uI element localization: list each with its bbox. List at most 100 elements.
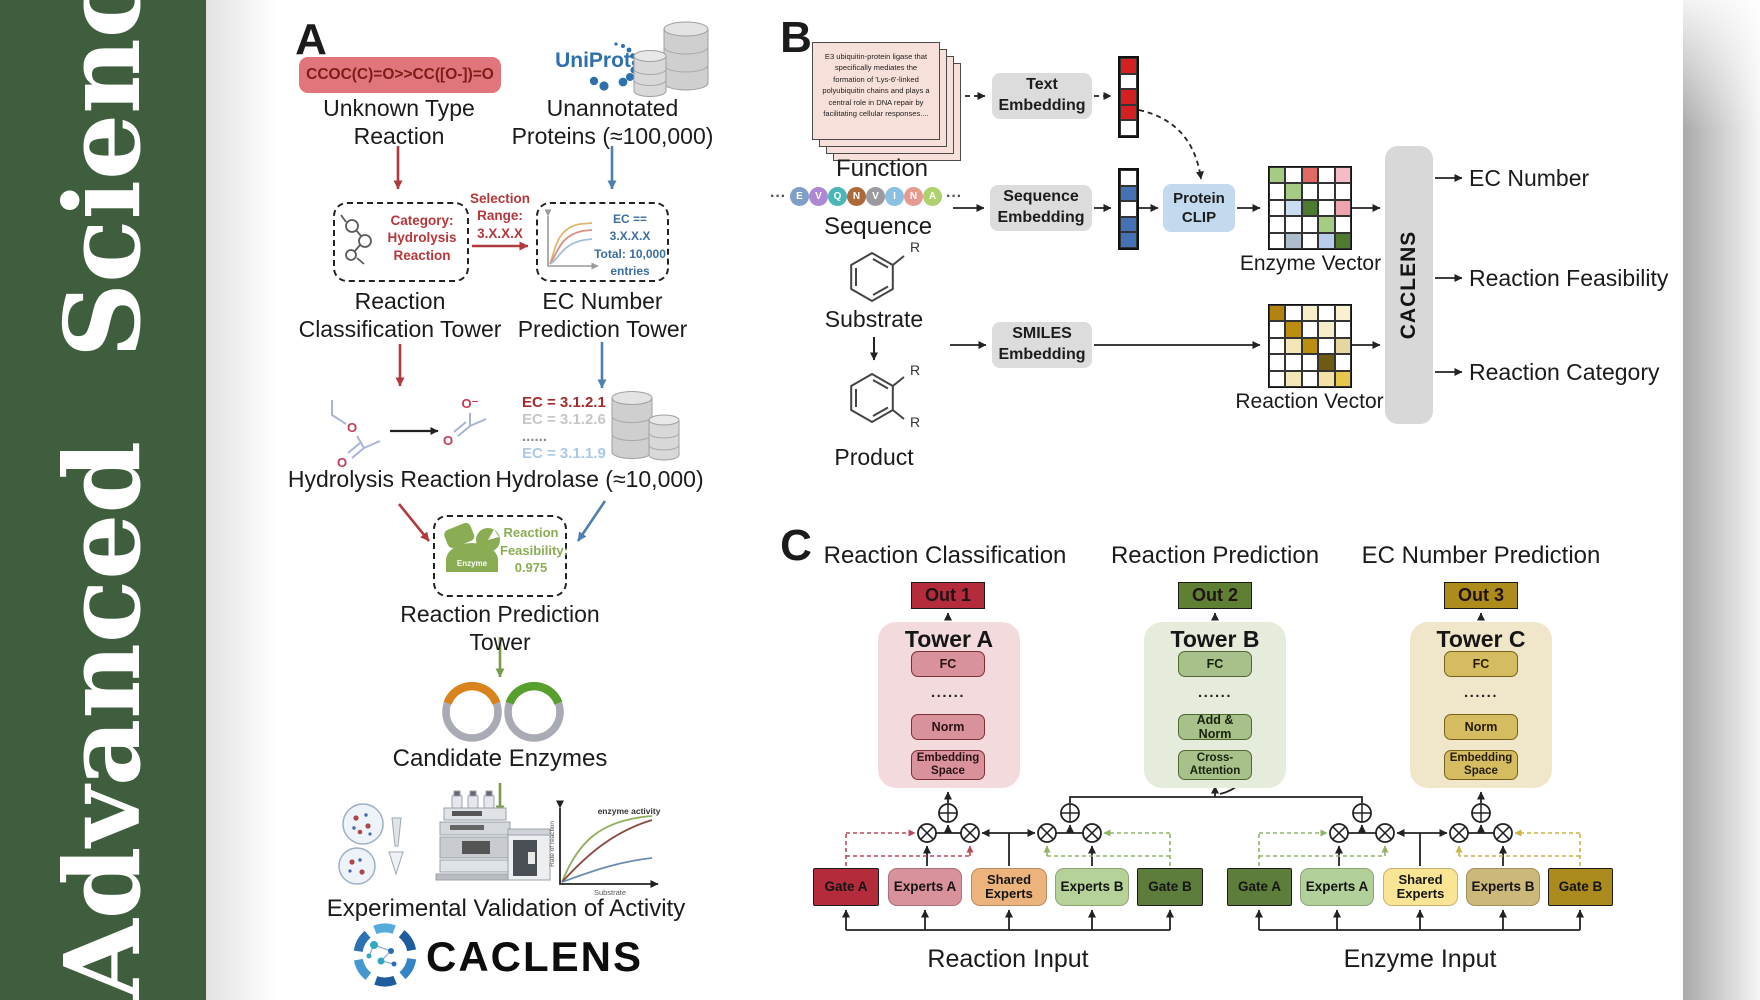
protein-clip-box: Protein CLIP — [1163, 184, 1235, 232]
label-line: 3.X.X.X — [477, 225, 523, 241]
label-line: Unannotated — [546, 95, 679, 121]
matrix-cell — [1301, 167, 1319, 184]
page-left-shadow — [206, 0, 276, 1000]
matrix-cell — [1318, 321, 1335, 338]
reaction-vector-label: Reaction Vector — [1235, 390, 1384, 413]
ec-list-item: ...... — [522, 428, 548, 445]
sequence-residue: A — [922, 187, 942, 206]
label-line: 0.975 — [514, 560, 548, 576]
label-line: Feasibility: — [500, 542, 568, 558]
matrix-cell — [1285, 232, 1302, 249]
reaction-vector-matrix — [1268, 304, 1352, 388]
mini-curve-chart — [544, 209, 599, 270]
ellipsis: ··· — [945, 187, 962, 205]
tower-a-norm: Norm — [911, 714, 985, 740]
matrix-cell — [1120, 201, 1137, 217]
matrix-cell — [1301, 354, 1319, 371]
matrix-cell — [1318, 199, 1335, 217]
caclens-logo-text: CACLENS — [426, 933, 644, 980]
matrix-cell — [1301, 183, 1319, 200]
output-reaction-feasibility: Reaction Feasibility — [1469, 265, 1669, 291]
sequence-residue: V — [808, 187, 828, 206]
smiles-text: CCOC(C)=O>>CC([O-])=O — [306, 66, 494, 83]
sequence-residue: Q — [827, 187, 847, 206]
matrix-cell — [1334, 216, 1351, 233]
label-line: Reaction — [503, 525, 559, 540]
matrix-cell — [1269, 167, 1286, 184]
activity-graph — [556, 800, 659, 888]
smiles-embedding-box: SMILES Embedding — [992, 322, 1092, 368]
ec-list-item: EC = 3.1.1.9 — [522, 445, 606, 462]
matrix-cell — [1334, 199, 1351, 217]
matrix-cell — [1285, 354, 1302, 371]
matrix-cell — [1269, 216, 1286, 233]
unannotated-proteins-label: Unannotated Proteins (≈100,000) — [500, 95, 725, 150]
matrix-cell — [1318, 305, 1335, 322]
reaction-experts-b: Experts B — [1055, 868, 1129, 906]
journal-banner: Advanced Science — [0, 0, 206, 1000]
matrix-cell — [1318, 370, 1335, 387]
reaction-gate-b: Gate B — [1137, 868, 1203, 906]
matrix-cell — [1301, 216, 1319, 233]
enzyme-icon — [444, 522, 500, 572]
ec-list-item: EC = 3.1.2.6 — [522, 411, 606, 428]
ec-number-list: EC = 3.1.2.1 EC = 3.1.2.6...... EC = 3.1.1… — [522, 394, 606, 462]
label-line: Classification Tower — [298, 315, 502, 342]
uniprot-logo-text: UniProt — [555, 49, 631, 72]
ec-prediction-box — [536, 202, 669, 282]
matrix-cell — [1318, 216, 1335, 233]
page-right-shadow — [1683, 0, 1760, 1000]
tower-a-title: Tower A — [904, 626, 994, 652]
matrix-cell — [1269, 354, 1286, 371]
matrix-cell — [1120, 120, 1137, 136]
label-line: Embedding — [998, 346, 1086, 363]
reaction-classification-box — [333, 202, 469, 282]
label-line: Category: — [390, 213, 454, 228]
label-line: Sequence — [1003, 188, 1079, 206]
matrix-cell — [1334, 370, 1351, 387]
label-line: EC Number — [542, 288, 663, 314]
database-icon — [633, 21, 709, 97]
matrix-cell — [1334, 305, 1351, 322]
hydrolysis-reaction-label: Hydrolysis Reaction — [287, 466, 492, 492]
label-line: CLIP — [1181, 209, 1217, 226]
sequence-residue: N — [903, 187, 923, 206]
tower-b-add-norm: Add & Norm — [1178, 713, 1252, 741]
enzyme-gate-a: Gate A — [1227, 868, 1292, 906]
ec-tower-label: EC Number Prediction Tower — [495, 288, 710, 343]
panel-b-arrows — [870, 92, 1463, 376]
matrix-cell — [1301, 199, 1319, 217]
reaction-shared-experts: Shared Experts — [971, 868, 1047, 906]
reaction-input-label: Reaction Input — [927, 945, 1089, 973]
matrix-cell — [1269, 183, 1286, 200]
panel-c-label: C — [780, 521, 812, 570]
candidate-enzymes-label: Candidate Enzymes — [392, 745, 608, 772]
enzyme-gate-b: Gate B — [1548, 868, 1613, 906]
validation-label: Experimental Validation of Activity — [326, 895, 686, 922]
matrix-cell — [1269, 337, 1286, 355]
matrix-cell — [1120, 104, 1137, 120]
label-line: Hydrolysis — [387, 230, 457, 246]
label-line: SMILES — [1012, 325, 1072, 343]
matrix-cell — [1318, 337, 1335, 355]
label-line: Protein — [1173, 189, 1225, 207]
matrix-cell — [1301, 232, 1319, 249]
atom-o: O — [443, 433, 453, 448]
matrix-cell — [1301, 321, 1319, 338]
label-line: Unknown Type — [323, 95, 475, 121]
matrix-cell — [1120, 58, 1137, 74]
text-embedding-box: Text Embedding — [992, 73, 1092, 119]
label-line: EC == 3.X.X.X — [609, 212, 651, 244]
label-line: entries — [610, 264, 650, 279]
sequence-label: Sequence — [823, 213, 933, 240]
label-line: Proteins (≈100,000) — [511, 122, 714, 149]
matrix-cell — [1301, 337, 1319, 355]
matrix-cell — [1285, 216, 1302, 233]
panel-a-label: A — [295, 15, 327, 64]
matrix-cell — [1285, 321, 1302, 338]
reaction-gate-a: Gate A — [813, 868, 879, 906]
enzyme-vector-matrix — [1268, 166, 1352, 250]
matrix-cell — [1318, 232, 1335, 249]
